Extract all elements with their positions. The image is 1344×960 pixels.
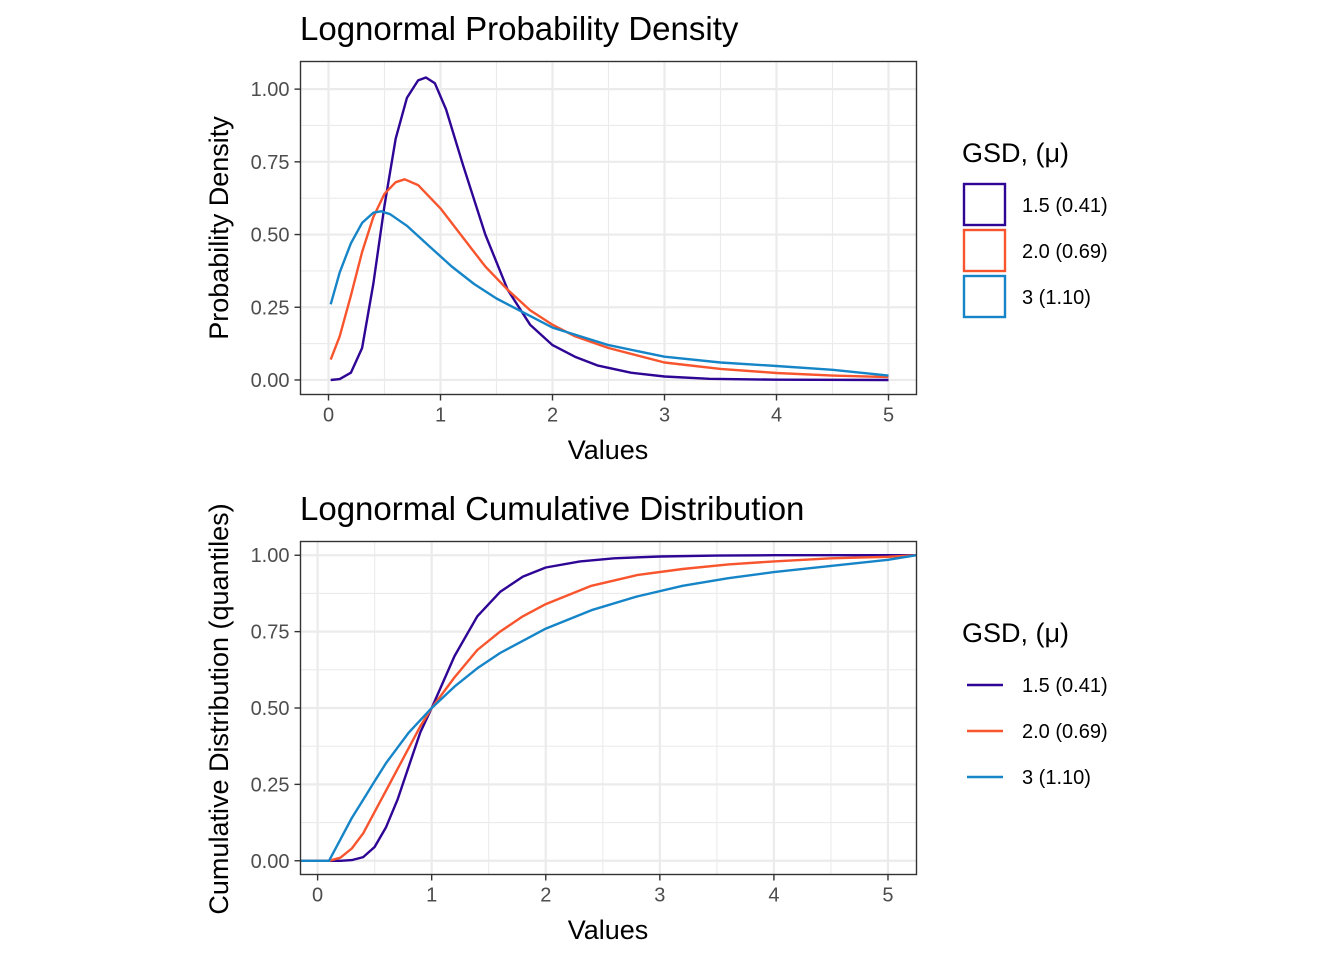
cdf-chart-legend: GSD, (μ) 1.5 (0.41) 2.0 (0.69) 3 (1.10) [962,618,1108,789]
cdf-x-tick-label: 1 [426,885,437,907]
cdf-series-line-3 [300,554,917,862]
density-y-tick-label: 0.50 [251,225,290,247]
cdf-y-tick-label: 0.75 [251,622,290,644]
density-y-tick-label: 0.75 [251,152,290,174]
density-series-line-1 [330,76,889,382]
density-legend-key-3 [962,274,1007,319]
density-x-tick-label: 5 [883,405,894,427]
cdf-y-tick-label: 1.00 [251,545,290,567]
cdf-chart-ticks: 0 1 2 3 4 5 0.00 0.25 0.50 0.75 1.00 [251,545,894,906]
density-y-tick-label: 0.25 [251,297,290,319]
density-chart-legend: GSD, (μ) 1.5 (0.41) 2.0 (0.69) 3 (1.10) [962,138,1108,319]
density-chart-y-axis-title: Probability Density [204,116,234,340]
density-legend-key-1 [962,182,1007,227]
density-series-line-2 [329,178,889,379]
cdf-x-tick-label: 0 [312,885,323,907]
density-y-tick-label: 0.00 [251,370,290,392]
cdf-chart: Lognormal Cumulative Distribution 0 1 2 3 4 5… [204,490,1108,945]
cdf-chart-title: Lognormal Cumulative Distribution [300,490,804,527]
density-legend-title: GSD, (μ) [962,138,1069,168]
cdf-x-tick-label: 3 [654,885,665,907]
density-chart-series [329,76,889,382]
density-chart-x-axis-title: Values [568,435,649,465]
cdf-chart-x-axis-title: Values [568,915,649,945]
cdf-legend-label-2: 2.0 (0.69) [1022,721,1108,743]
cdf-y-tick-label: 0.25 [251,774,290,796]
cdf-legend-label-1: 1.5 (0.41) [1022,675,1108,697]
density-chart-panel [299,60,918,396]
cdf-legend-title: GSD, (μ) [962,618,1069,648]
density-legend-key-2 [962,228,1007,273]
density-x-tick-label: 4 [771,405,782,427]
density-legend-label-1: 1.5 (0.41) [1022,195,1108,217]
cdf-y-tick-label: 0.00 [251,851,290,873]
density-x-tick-label: 3 [659,405,670,427]
density-x-tick-label: 0 [323,405,334,427]
cdf-series-line-1 [300,554,917,862]
density-legend-label-2: 2.0 (0.69) [1022,241,1108,263]
cdf-y-tick-label: 0.50 [251,698,290,720]
cdf-x-tick-label: 4 [768,885,779,907]
density-chart-title: Lognormal Probability Density [300,10,739,47]
cdf-x-tick-label: 2 [540,885,551,907]
density-x-tick-label: 2 [547,405,558,427]
density-chart-ticks: 0 1 2 3 4 5 0.00 0.25 0.50 0.75 1.00 [251,79,895,426]
density-x-tick-label: 1 [435,405,446,427]
density-chart-grid [300,61,917,395]
density-chart: Lognormal Probability Density 0 1 2 3 4 5 0.00… [204,10,1108,465]
density-y-tick-label: 1.00 [251,79,290,101]
cdf-chart-grid [300,541,917,875]
cdf-chart-series [300,554,917,862]
cdf-x-tick-label: 5 [882,885,893,907]
density-series-line-3 [329,210,889,377]
cdf-chart-y-axis-title: Cumulative Distribution (quantiles) [204,503,234,914]
cdf-series-line-2 [300,554,917,862]
density-legend-label-3: 3 (1.10) [1022,287,1091,309]
cdf-legend-label-3: 3 (1.10) [1022,767,1091,789]
